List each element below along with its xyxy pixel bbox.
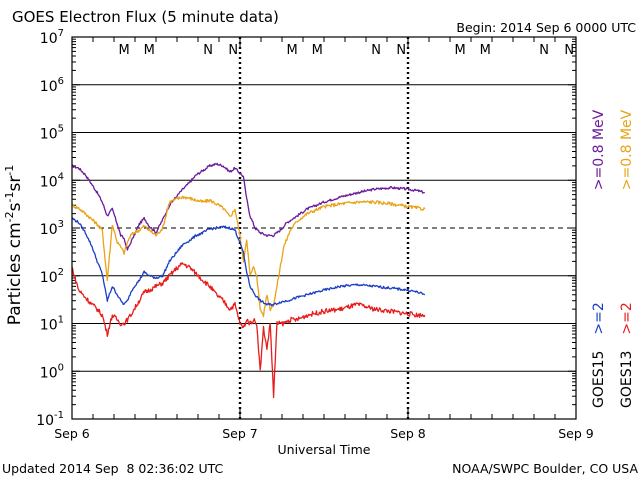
- y-tick-exp: 0: [58, 362, 64, 373]
- y-tick-base: 10: [40, 270, 58, 286]
- legend-goes13-08mev: >=0.8 MeV: [619, 109, 635, 190]
- ylabel-part: Particles cm: [5, 222, 25, 325]
- y-tick-label: 104: [40, 171, 64, 190]
- series-group: [71, 162, 426, 399]
- legend: GOES15 >=2 >=0.8 MeV GOES13 >=2 >=0.8 MeV: [591, 109, 635, 408]
- noon-marker: N: [396, 43, 406, 58]
- noon-marker: N: [228, 43, 238, 58]
- midnight-marker: M: [286, 43, 297, 58]
- begin-label: Begin: 2014 Sep 6 0000 UTC: [456, 20, 636, 35]
- ylabel-part: sr: [5, 176, 25, 192]
- chart-title: GOES Electron Flux (5 minute data): [12, 8, 279, 26]
- y-tick-label: 101: [40, 315, 64, 334]
- noon-marker: N: [203, 43, 213, 58]
- ylabel-part: s: [5, 202, 25, 211]
- y-tick-base: 10: [40, 365, 58, 381]
- y-tick-label: 105: [40, 124, 64, 143]
- legend-goes15-satellite: GOES15: [591, 351, 607, 408]
- x-axis-label: Universal Time: [278, 442, 371, 457]
- plot-frame: [71, 36, 577, 420]
- y-tick-label: 107: [40, 28, 64, 47]
- y-tick-label: 102: [40, 267, 64, 286]
- ylabel-sup: -2: [3, 211, 16, 222]
- y-tick-base: 10: [40, 31, 58, 47]
- y-tick-exp: 5: [58, 124, 64, 135]
- credit-label: NOAA/SWPC Boulder, CO USA: [452, 461, 638, 476]
- x-tick-label: Sep 6: [54, 426, 90, 441]
- y-tick-exp: 7: [58, 28, 64, 39]
- y-tick-exp: -1: [54, 410, 64, 421]
- ylabel-sup: -1: [3, 192, 16, 203]
- y-axis-label: Particles cm-2s-1sr-1: [3, 165, 25, 326]
- series-line-goes15-08mev: [71, 162, 425, 251]
- y-tick-label: 103: [40, 219, 64, 238]
- legend-goes13-satellite: GOES13: [619, 351, 635, 408]
- updated-timestamp: Updated 2014 Sep 8 02:36:02 UTC: [2, 461, 224, 476]
- x-tick-label: Sep 7: [222, 426, 258, 441]
- y-tick-base: 10: [40, 127, 58, 143]
- ylabel-sup: -1: [3, 165, 16, 176]
- y-tick-label: 100: [40, 362, 64, 381]
- midnight-marker: M: [312, 43, 323, 58]
- x-tick-label: Sep 8: [390, 426, 426, 441]
- noon-marker: N: [371, 43, 381, 58]
- series-line-goes15-2mev: [71, 217, 426, 307]
- y-tick-base: 10: [40, 222, 58, 238]
- y-tick-base: 10: [40, 318, 58, 334]
- legend-goes15-08mev: >=0.8 MeV: [591, 109, 607, 190]
- midnight-marker: M: [454, 43, 465, 58]
- x-tick-labels: Sep 6 Sep 7 Sep 8 Sep 9: [54, 426, 594, 441]
- series-line-goes13-2mev: [71, 262, 426, 399]
- midnight-marker: M: [480, 43, 491, 58]
- day-boundaries: [238, 37, 410, 419]
- series-line-goes13-08mev: [71, 195, 426, 318]
- y-tick-exp: 3: [58, 219, 64, 230]
- midnight-marker: M: [118, 43, 129, 58]
- y-tick-base: 10: [40, 79, 58, 95]
- noon-marker: N: [539, 43, 549, 58]
- grid: [72, 84, 576, 372]
- y-tick-exp: 2: [58, 267, 64, 278]
- y-tick-base: 10: [40, 174, 58, 190]
- legend-goes15-2mev: >=2: [591, 302, 607, 334]
- x-tick-label: Sep 9: [558, 426, 594, 441]
- y-tick-exp: 6: [58, 76, 64, 87]
- legend-goes13-2mev: >=2: [619, 302, 635, 334]
- y-tick-exp: 4: [58, 171, 64, 182]
- y-tick-label: 10-1: [36, 410, 64, 429]
- legend-goes13: GOES13 >=2 >=0.8 MeV: [619, 109, 635, 408]
- y-tick-exp: 1: [58, 315, 64, 326]
- y-tick-base: 10: [36, 413, 54, 429]
- midnight-marker: M: [144, 43, 155, 58]
- noon-marker: N: [564, 43, 574, 58]
- y-tick-label: 106: [40, 76, 64, 95]
- legend-goes15: GOES15 >=2 >=0.8 MeV: [591, 109, 607, 408]
